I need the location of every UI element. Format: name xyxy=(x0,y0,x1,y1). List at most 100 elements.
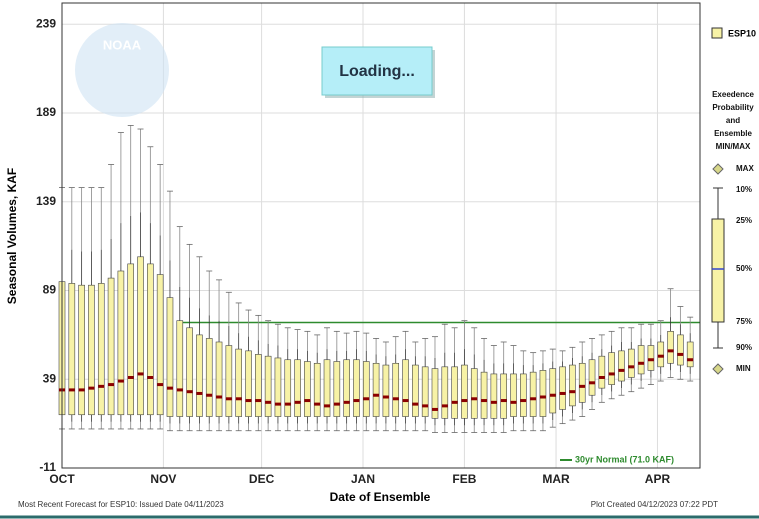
y-tick-label: 239 xyxy=(36,16,56,30)
box xyxy=(176,320,184,417)
box xyxy=(88,284,95,416)
box xyxy=(205,338,213,417)
key-diamond xyxy=(712,363,724,375)
logo xyxy=(75,23,169,117)
box xyxy=(451,366,458,419)
box xyxy=(500,373,507,419)
box xyxy=(510,373,517,417)
box xyxy=(431,368,439,419)
box xyxy=(304,361,311,417)
box xyxy=(461,364,468,419)
legend-title: Probability xyxy=(712,103,754,112)
legend-title: MIN/MAX xyxy=(716,142,751,151)
box xyxy=(372,362,380,417)
box xyxy=(362,361,370,417)
box xyxy=(127,263,135,416)
legend-title: Exeedence xyxy=(712,90,754,99)
box xyxy=(588,359,596,396)
box xyxy=(255,354,262,417)
box xyxy=(294,359,301,417)
box xyxy=(539,370,547,417)
footer-right: Plot Created 04/12/2023 07:22 PDT xyxy=(591,500,718,509)
box xyxy=(323,359,331,417)
box xyxy=(284,359,292,417)
legend-item: MIN xyxy=(736,364,751,373)
box xyxy=(137,256,144,416)
box xyxy=(677,334,684,366)
legend-title: and xyxy=(726,116,740,125)
box xyxy=(215,341,223,417)
x-tick-label: MAR xyxy=(542,472,570,486)
box xyxy=(441,366,449,419)
box xyxy=(402,359,409,417)
box xyxy=(117,270,125,416)
box xyxy=(569,364,576,407)
box xyxy=(627,348,635,378)
legend-item: 90% xyxy=(736,343,752,352)
box xyxy=(637,345,645,375)
box xyxy=(392,362,400,417)
plot-frame xyxy=(61,2,701,469)
legend-label: ESP10 xyxy=(728,28,756,38)
box xyxy=(686,341,694,368)
box xyxy=(196,334,203,417)
y-tick-label: 139 xyxy=(36,194,56,208)
x-tick-label: NOV xyxy=(150,472,176,486)
x-axis-title: Date of Ensemble xyxy=(330,490,431,504)
box xyxy=(657,341,665,368)
legend-title: Ensemble xyxy=(714,129,752,138)
loading-box xyxy=(321,46,433,96)
box xyxy=(343,359,350,417)
footer-left: Most Recent Forecast for ESP10: Issued D… xyxy=(18,500,224,509)
box xyxy=(156,274,164,416)
box xyxy=(97,283,105,416)
logo-text: NOAA xyxy=(103,37,142,52)
y-axis-title: Seasonal Volumes, KAF xyxy=(5,168,19,304)
plot-area xyxy=(58,3,700,469)
x-tick-label: JAN xyxy=(351,472,375,486)
legend-item: MAX xyxy=(736,164,754,173)
box xyxy=(647,345,655,371)
box xyxy=(78,284,85,416)
box xyxy=(520,373,527,417)
legend-item: 50% xyxy=(736,264,752,273)
box xyxy=(608,352,615,385)
legend-item: 75% xyxy=(736,317,752,326)
box xyxy=(225,345,233,417)
box xyxy=(382,364,390,417)
box xyxy=(412,364,419,417)
key-box xyxy=(711,218,725,323)
x-tick-label: OCT xyxy=(49,472,75,486)
box xyxy=(166,297,174,417)
box xyxy=(353,359,360,417)
legend-swatch xyxy=(711,27,723,39)
box xyxy=(421,366,429,417)
box xyxy=(578,362,586,403)
y-tick-label: 189 xyxy=(36,105,56,119)
loading-text: Loading... xyxy=(339,63,415,80)
box xyxy=(490,373,498,419)
box xyxy=(529,371,537,417)
box xyxy=(107,277,115,416)
box xyxy=(274,357,282,417)
legend-item: 25% xyxy=(736,216,752,225)
box xyxy=(186,327,193,417)
x-tick-label: APR xyxy=(645,472,671,486)
box xyxy=(480,371,488,419)
box xyxy=(235,348,242,417)
box xyxy=(313,362,321,417)
box xyxy=(147,263,154,416)
box xyxy=(598,355,606,389)
y-tick-label: -11 xyxy=(39,460,56,474)
box xyxy=(667,331,674,364)
box xyxy=(470,368,478,419)
box xyxy=(68,283,76,416)
legend-item: 10% xyxy=(736,185,752,194)
normal-legend-label: 30yr Normal (71.0 KAF) xyxy=(575,454,674,464)
x-tick-label: DEC xyxy=(249,472,275,486)
box xyxy=(333,361,341,417)
y-tick-label: 89 xyxy=(43,283,57,297)
box xyxy=(559,366,566,410)
box xyxy=(618,350,625,382)
